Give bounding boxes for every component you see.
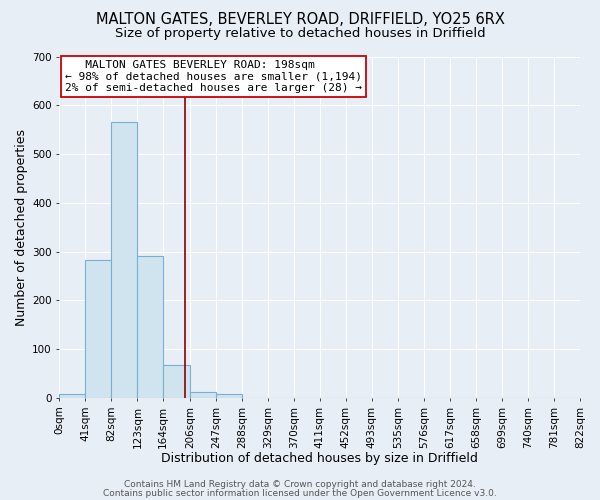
X-axis label: Distribution of detached houses by size in Driffield: Distribution of detached houses by size … <box>161 452 478 465</box>
Text: Contains public sector information licensed under the Open Government Licence v3: Contains public sector information licen… <box>103 488 497 498</box>
Bar <box>137 256 163 398</box>
Text: Size of property relative to detached houses in Driffield: Size of property relative to detached ho… <box>115 28 485 40</box>
Bar <box>85 260 112 398</box>
Bar <box>59 394 85 398</box>
Bar <box>163 365 190 398</box>
Text: Contains HM Land Registry data © Crown copyright and database right 2024.: Contains HM Land Registry data © Crown c… <box>124 480 476 489</box>
Y-axis label: Number of detached properties: Number of detached properties <box>15 129 28 326</box>
Text: MALTON GATES, BEVERLEY ROAD, DRIFFIELD, YO25 6RX: MALTON GATES, BEVERLEY ROAD, DRIFFIELD, … <box>95 12 505 28</box>
Text: MALTON GATES BEVERLEY ROAD: 198sqm
← 98% of detached houses are smaller (1,194)
: MALTON GATES BEVERLEY ROAD: 198sqm ← 98%… <box>65 60 362 93</box>
Bar <box>190 392 216 398</box>
Bar <box>112 122 137 398</box>
Bar <box>216 394 242 398</box>
